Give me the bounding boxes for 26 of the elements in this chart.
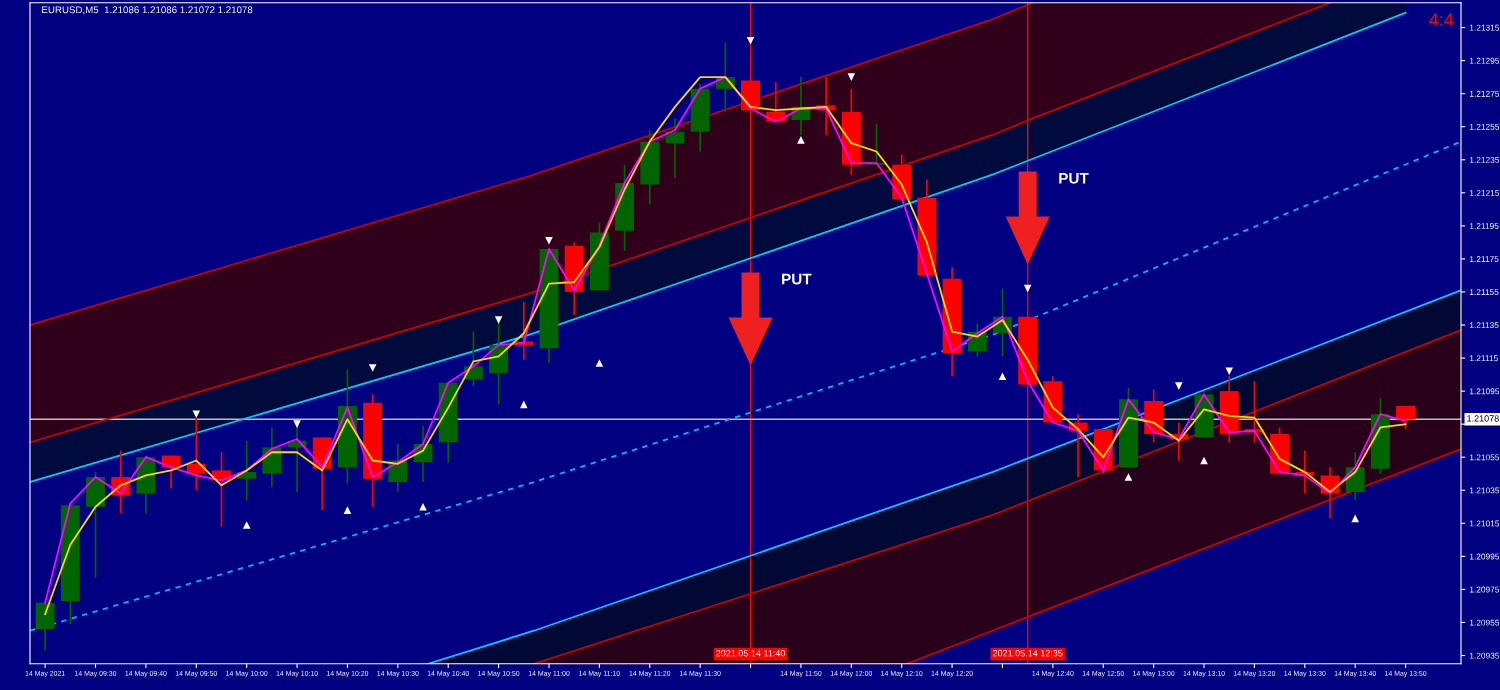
chart-title: EURUSD,M5 1.21086 1.21086 1.21072 1.21078 — [42, 6, 253, 15]
y-tick-label: 1.21215 — [1469, 190, 1500, 196]
y-tick-label: 1.21055 — [1469, 454, 1500, 461]
y-tick-label: 1.21275 — [1469, 90, 1500, 97]
y-tick-label: 1.21175 — [1469, 256, 1499, 263]
y-tick-label: 1.21155 — [1469, 289, 1499, 296]
ref-line-label: 1.21078 — [1467, 415, 1499, 422]
y-tick-label: 1.21255 — [1469, 123, 1500, 130]
y-tick-label: 1.21235 — [1469, 156, 1500, 163]
y-tick-label: 1.20955 — [1469, 619, 1500, 626]
annotation: 4:4 — [1429, 13, 1454, 26]
y-tick-label: 1.20995 — [1469, 553, 1500, 560]
y-tick-label: 1.21295 — [1469, 57, 1500, 64]
y-tick-label: 1.21015 — [1469, 520, 1500, 527]
ref-line-label: 2021.05.14 11:40 — [716, 650, 785, 657]
y-tick-label: 1.21135 — [1469, 322, 1499, 329]
annotation: PUT — [782, 273, 812, 285]
y-tick-label: 1.21195 — [1469, 223, 1499, 229]
y-tick-label: 1.20935 — [1469, 652, 1500, 659]
y-tick-label: 1.21095 — [1469, 388, 1500, 395]
y-tick-label: 1.21115 — [1469, 355, 1498, 362]
ref-line-label: 2021.05.14 12:35 — [992, 650, 1063, 657]
y-tick-label: 1.21035 — [1469, 487, 1500, 494]
annotation: PUT — [1059, 173, 1089, 184]
y-tick-label: 1.21315 — [1469, 24, 1500, 31]
y-tick-label: 1.20975 — [1469, 586, 1500, 593]
